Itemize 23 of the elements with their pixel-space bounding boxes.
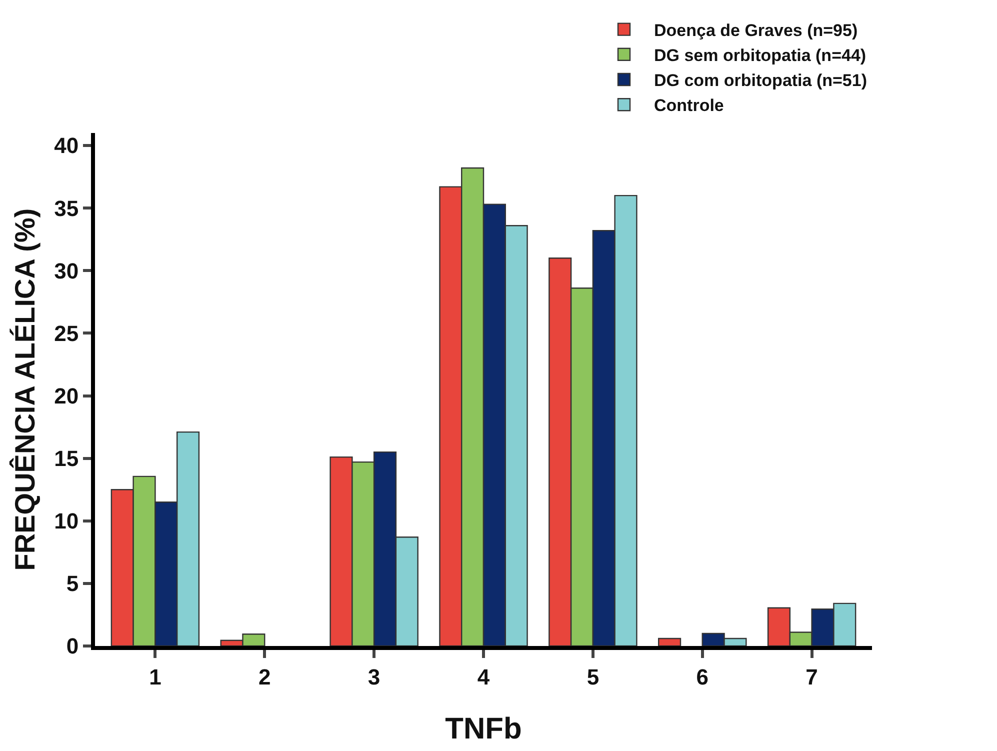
x-tick-label: 2 — [258, 664, 271, 690]
legend-label: Controle — [654, 96, 724, 116]
legend-label: Doença de Graves (n=95) — [654, 20, 858, 40]
y-tick-label: 35 — [54, 196, 79, 221]
x-axis-title: TNFb — [445, 712, 522, 746]
x-tick-label: 5 — [586, 664, 600, 690]
x-tick-label: 7 — [806, 664, 818, 690]
legend-label: DG com orbitopatia (n=51) — [654, 71, 867, 90]
y-axis-title: FREQUÊNCIA ALÉLICA (%) — [8, 208, 40, 571]
y-tick-label: 25 — [54, 320, 79, 346]
legend-label: DG sem orbitopatia (n=44) — [654, 46, 866, 66]
x-tick-label: 1 — [149, 664, 162, 690]
y-tick-label: 15 — [54, 446, 79, 472]
bar — [658, 638, 682, 646]
x-tick-label: 6 — [696, 664, 708, 690]
y-tick-label: 40 — [54, 133, 79, 158]
x-tick-label: 3 — [368, 664, 380, 690]
y-tick-label: 5 — [66, 571, 79, 596]
y-tick-label: 30 — [54, 258, 79, 284]
y-tick-label: 10 — [54, 508, 79, 534]
x-tick-label: 4 — [477, 664, 490, 690]
y-tick-label: 20 — [54, 383, 79, 408]
y-tick-label: 0 — [66, 634, 79, 659]
